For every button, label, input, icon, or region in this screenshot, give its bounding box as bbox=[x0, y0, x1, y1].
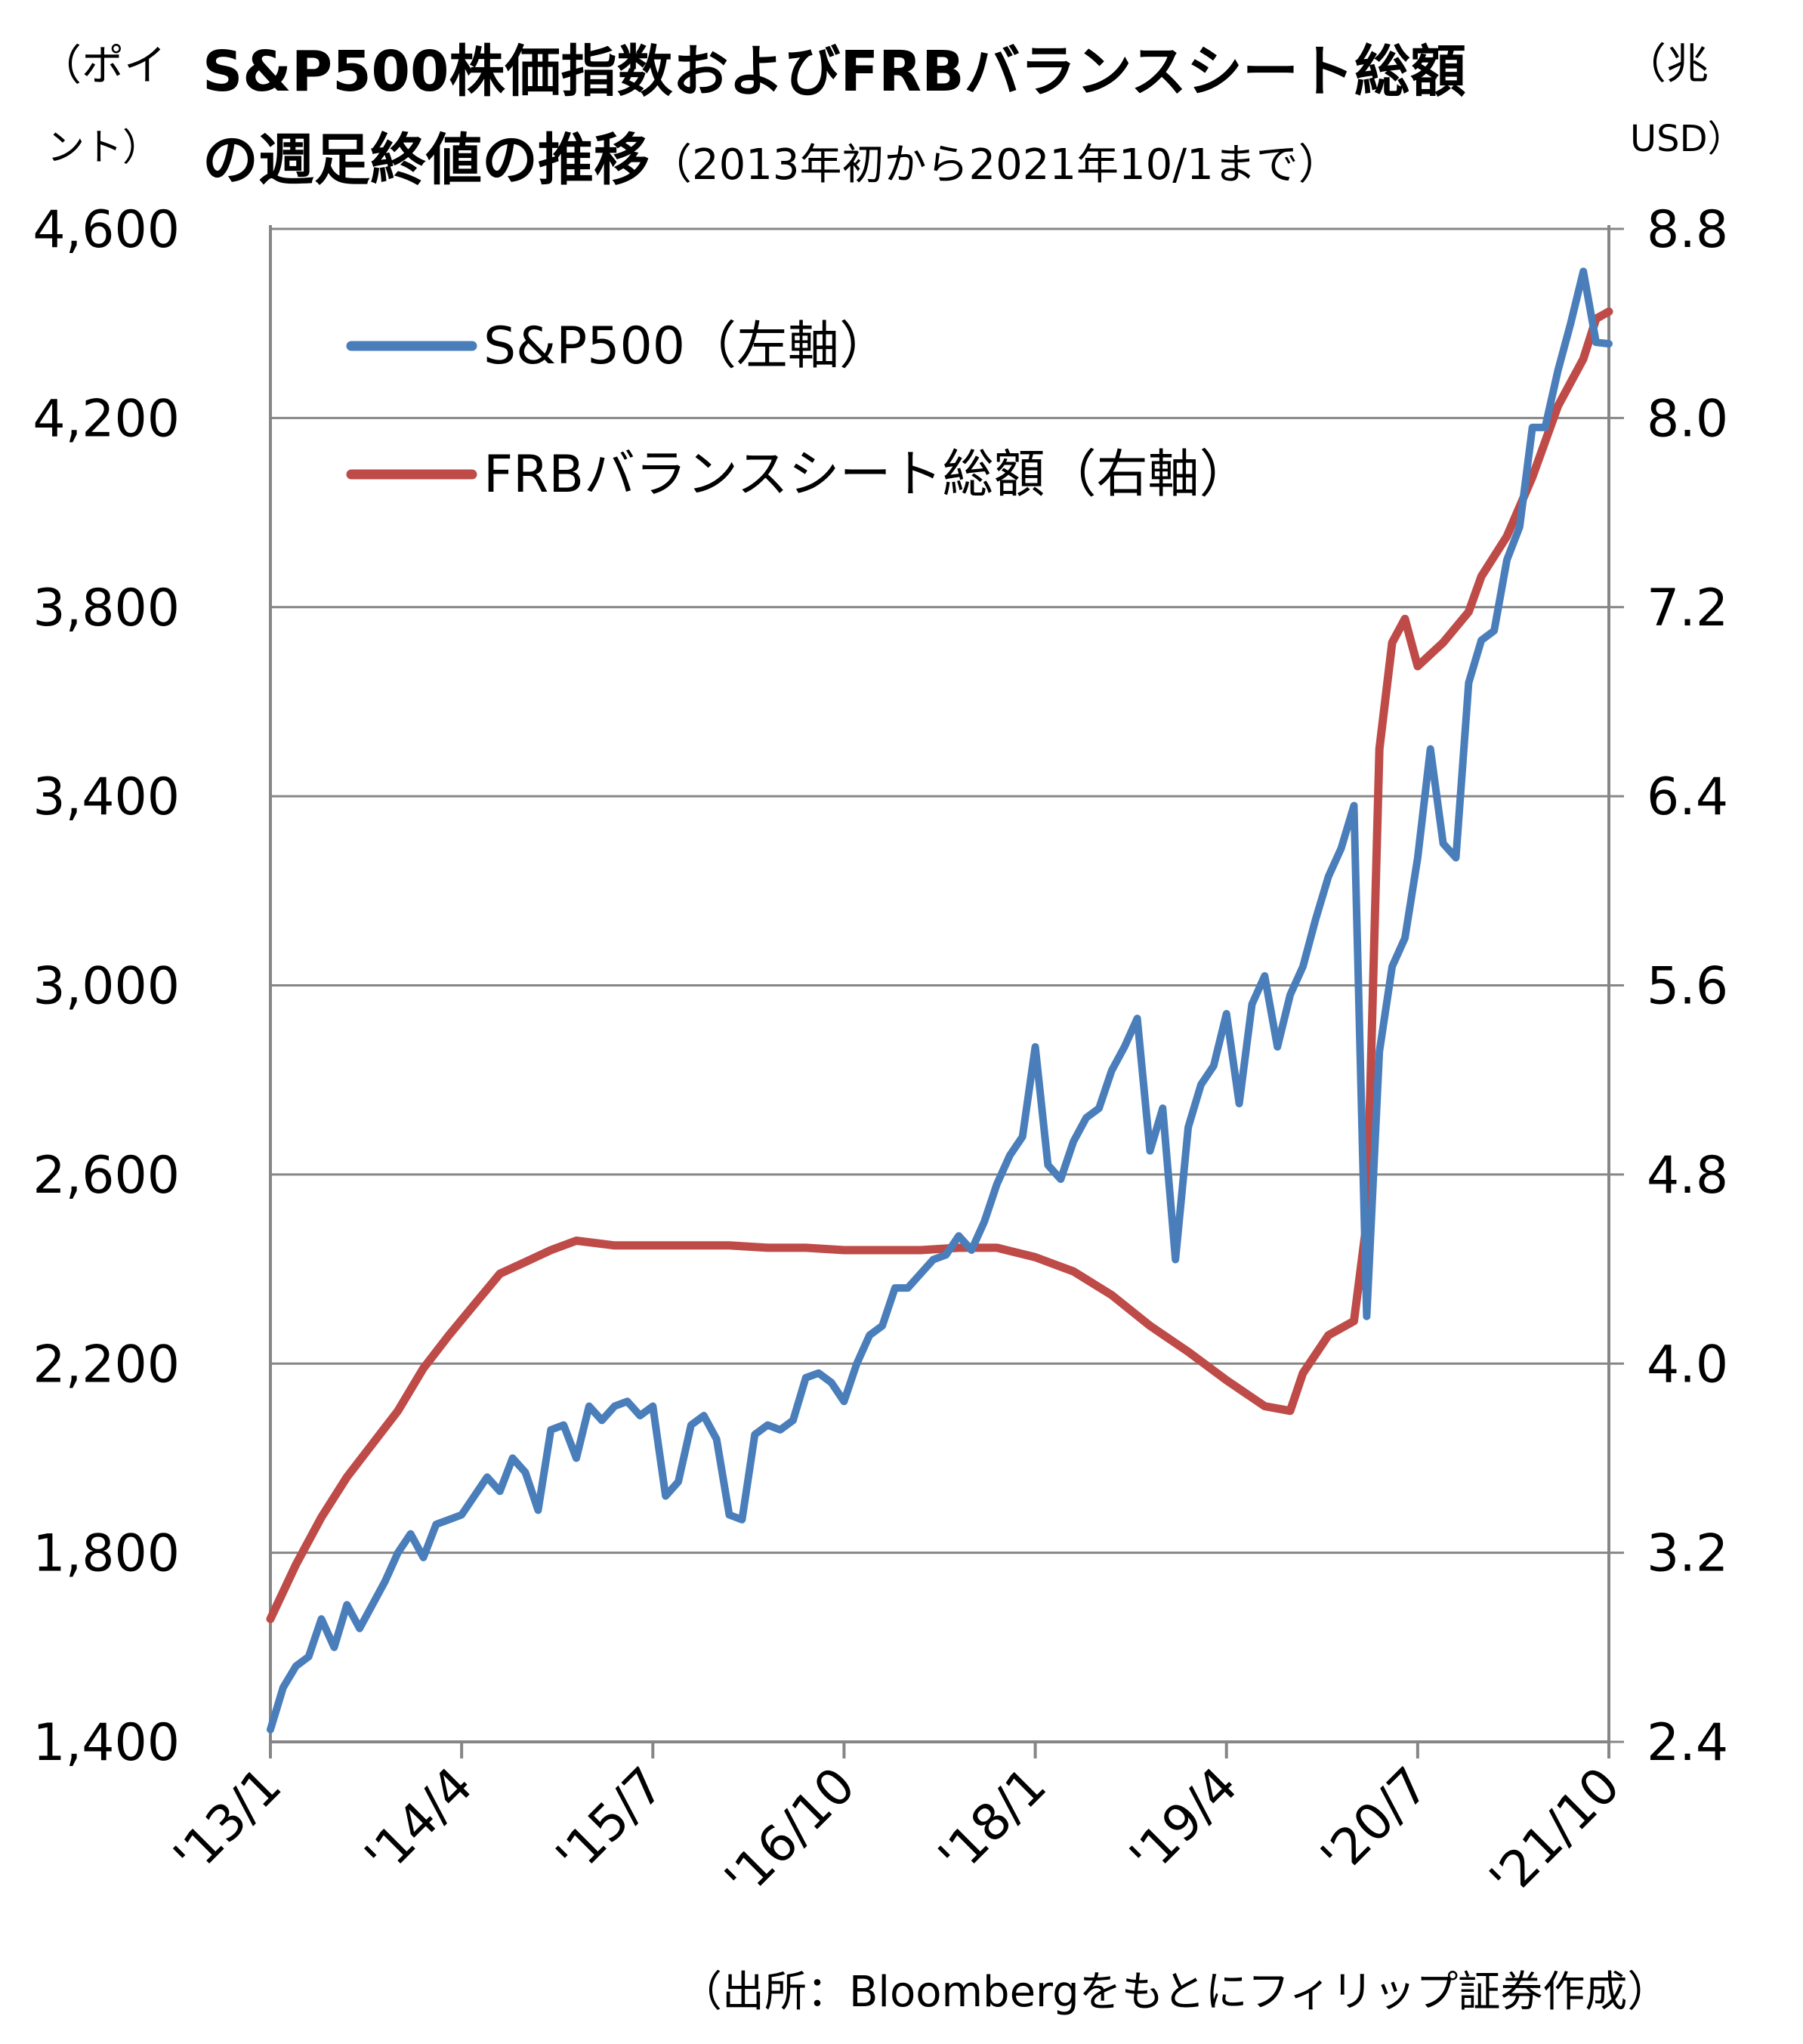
y-right-tick-label: 8.0 bbox=[1647, 389, 1728, 449]
x-tick-label: '14/4 bbox=[353, 1756, 483, 1886]
y-left-tick-label: 1,400 bbox=[32, 1713, 180, 1773]
y-left-tick-label: 4,200 bbox=[32, 389, 180, 449]
y-right-tick-label: 5.6 bbox=[1647, 957, 1728, 1017]
right-unit-label-line2: USD） bbox=[1630, 118, 1744, 160]
y-right-tick-label: 2.4 bbox=[1647, 1713, 1728, 1773]
y-right-tick-label: 3.2 bbox=[1647, 1524, 1728, 1584]
y-right-tick-label: 4.0 bbox=[1647, 1335, 1728, 1394]
x-tick-label: '13/1 bbox=[162, 1756, 292, 1886]
y-left-tick-label: 4,600 bbox=[32, 200, 180, 260]
x-tick-label: '21/10 bbox=[1479, 1756, 1632, 1909]
y-left-tick-label: 2,600 bbox=[32, 1146, 180, 1206]
y-right-tick-labels: 2.4 3.2 4.0 4.8 5.6 6.4 7.2 8.0 8.8 bbox=[1647, 200, 1728, 1773]
y-left-tick-labels: 1,400 1,800 2,200 2,600 3,000 3,400 3,800 4,200… bbox=[32, 200, 180, 1773]
y-left-tick-label: 1,800 bbox=[32, 1524, 180, 1584]
y-right-tick-label: 6.4 bbox=[1647, 767, 1728, 827]
axes bbox=[269, 225, 1610, 1758]
y-right-tick-label: 8.8 bbox=[1647, 200, 1728, 260]
y-left-tick-label: 3,000 bbox=[32, 957, 180, 1017]
y-left-tick-label: 3,400 bbox=[32, 767, 180, 827]
legend bbox=[346, 341, 477, 480]
y-left-tick-label: 2,200 bbox=[32, 1335, 180, 1394]
chart-subtitle: （2013年初から2021年10/1まで） bbox=[650, 140, 1341, 190]
x-tick-label: '20/7 bbox=[1310, 1756, 1440, 1886]
x-tick-label: '18/1 bbox=[928, 1756, 1057, 1886]
x-tick-labels: '13/1 '14/4 '15/7 '16/10 '18/1 '19/4 '20/7 '21/… bbox=[162, 1756, 1631, 1909]
y-left-tick-label: 3,800 bbox=[32, 579, 180, 638]
chart-title-line2-main: の週足終値の推移 bbox=[202, 128, 650, 193]
gridlines bbox=[270, 227, 1624, 1743]
source-note: （出所：Bloombergをもとにフィリップ証券作成） bbox=[680, 1968, 1670, 2017]
x-tick-label: '15/7 bbox=[545, 1756, 675, 1886]
chart-title-line1: S&P500株価指数およびFRBバランスシート総額 bbox=[202, 39, 1466, 104]
legend-label-frb: FRBバランスシート総額（右軸） bbox=[483, 445, 1251, 505]
chart-title-line2: の週足終値の推移（2013年初から2021年10/1まで） bbox=[202, 132, 1341, 188]
sp500-line bbox=[267, 267, 1613, 1734]
right-unit-label-line1: （兆 bbox=[1624, 40, 1709, 89]
x-tick-label: '19/4 bbox=[1119, 1756, 1249, 1886]
y-right-tick-label: 4.8 bbox=[1647, 1146, 1728, 1206]
y-right-tick-label: 7.2 bbox=[1647, 579, 1728, 638]
series-lines bbox=[266, 267, 1613, 1734]
left-unit-label-line2: ント） bbox=[47, 125, 160, 169]
left-unit-label-line1: （ポイ bbox=[39, 42, 166, 91]
frb-balance-sheet-line bbox=[266, 307, 1613, 1623]
legend-label-sp500: S&P500（左軸） bbox=[483, 316, 891, 376]
x-tick-label: '16/10 bbox=[714, 1756, 866, 1909]
